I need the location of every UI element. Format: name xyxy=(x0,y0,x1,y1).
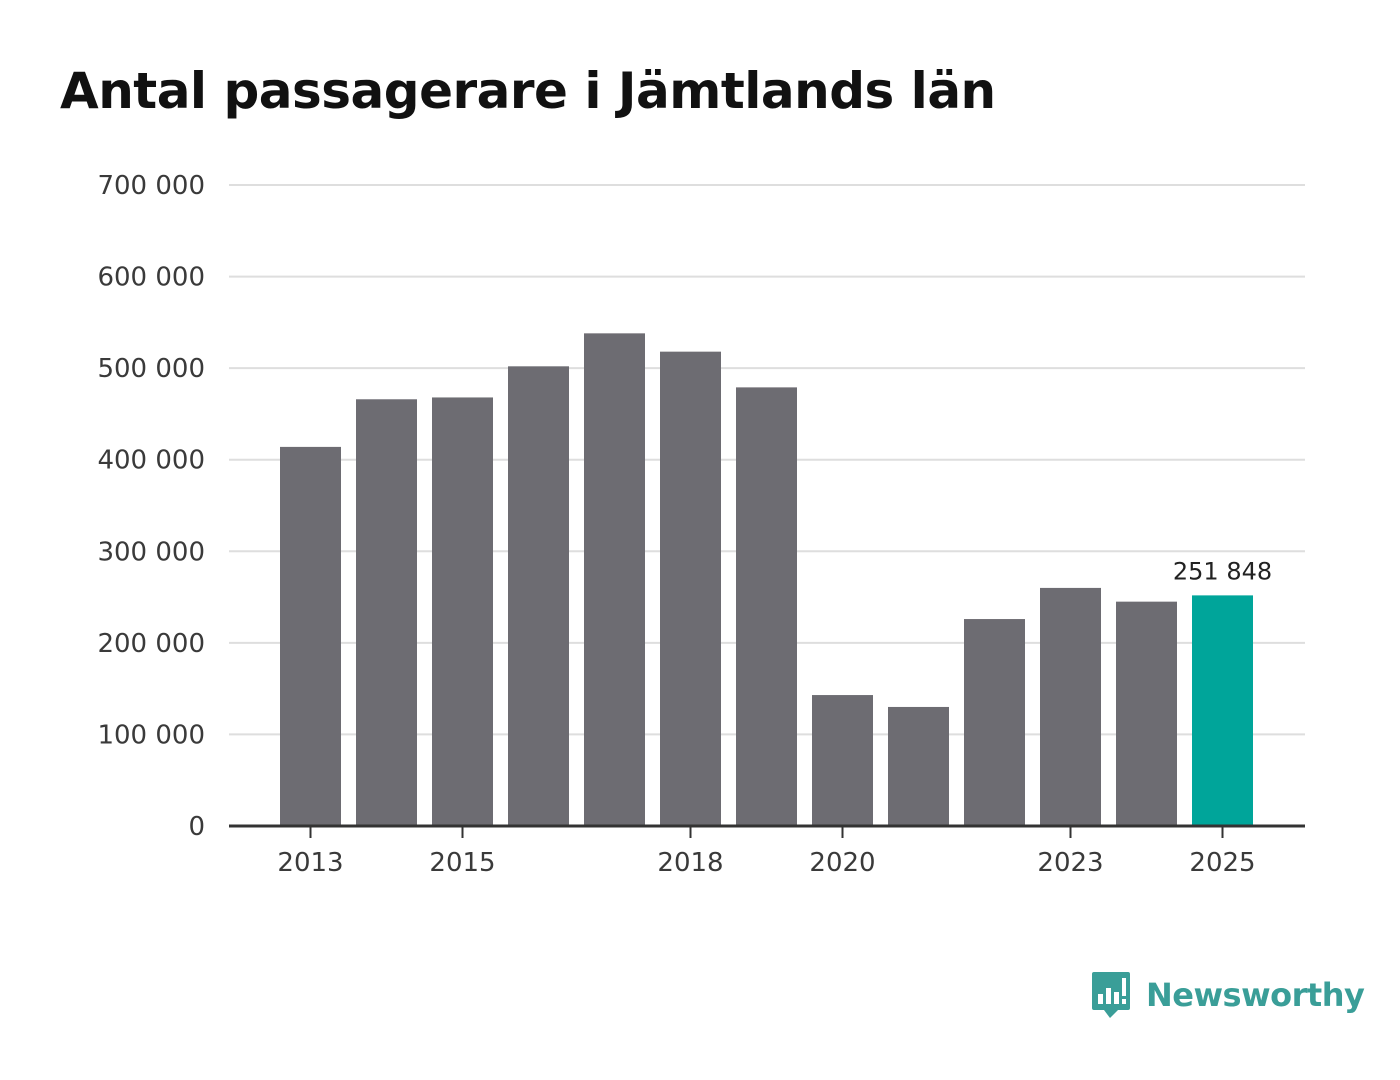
bar-2019 xyxy=(736,387,797,826)
bar-2020 xyxy=(812,695,873,826)
y-tick-label: 200 000 xyxy=(97,629,205,659)
x-tick-label: 2023 xyxy=(1037,848,1103,878)
y-tick-label: 500 000 xyxy=(97,354,205,384)
bars xyxy=(280,333,1253,826)
data-label: 251 848 xyxy=(1173,557,1272,585)
y-tick-label: 700 000 xyxy=(97,171,205,201)
bar-2016 xyxy=(508,366,569,826)
bar-2022 xyxy=(964,619,1025,826)
bar-2024 xyxy=(1116,601,1177,826)
x-tick-label: 2020 xyxy=(809,848,875,878)
y-tick-label: 400 000 xyxy=(97,446,205,476)
bar-2025 xyxy=(1192,595,1253,826)
bar-2015 xyxy=(432,397,493,826)
bar-2021 xyxy=(888,706,949,826)
brand-name: Newsworthy xyxy=(1146,976,1365,1014)
data-labels: 251 848 xyxy=(1173,557,1272,585)
y-axis-labels: 0 100 000 200 000 300 000 400 000 500 000 600 … xyxy=(97,171,205,842)
x-axis xyxy=(229,824,1305,838)
x-tick-label: 2018 xyxy=(657,848,723,878)
brand: Newsworthy xyxy=(1090,970,1365,1020)
x-tick-label: 2025 xyxy=(1189,848,1255,878)
y-tick-label: 300 000 xyxy=(97,537,205,567)
bar-2013 xyxy=(280,446,341,826)
x-tick-label: 2013 xyxy=(277,848,343,878)
x-tick-label: 2015 xyxy=(429,848,495,878)
y-tick-label: 100 000 xyxy=(97,720,205,750)
bar-2018 xyxy=(660,351,721,826)
bar-2023 xyxy=(1040,587,1101,826)
x-axis-labels: 2013 2015 2018 2020 2023 2025 xyxy=(277,848,1255,878)
chart-title: Antal passagerare i Jämtlands län xyxy=(60,62,996,120)
newsworthy-logo-icon xyxy=(1092,972,1130,1018)
bar-2014 xyxy=(356,399,417,826)
y-tick-label: 0 xyxy=(188,812,205,842)
bar-2017 xyxy=(584,333,645,826)
y-tick-label: 600 000 xyxy=(97,263,205,293)
